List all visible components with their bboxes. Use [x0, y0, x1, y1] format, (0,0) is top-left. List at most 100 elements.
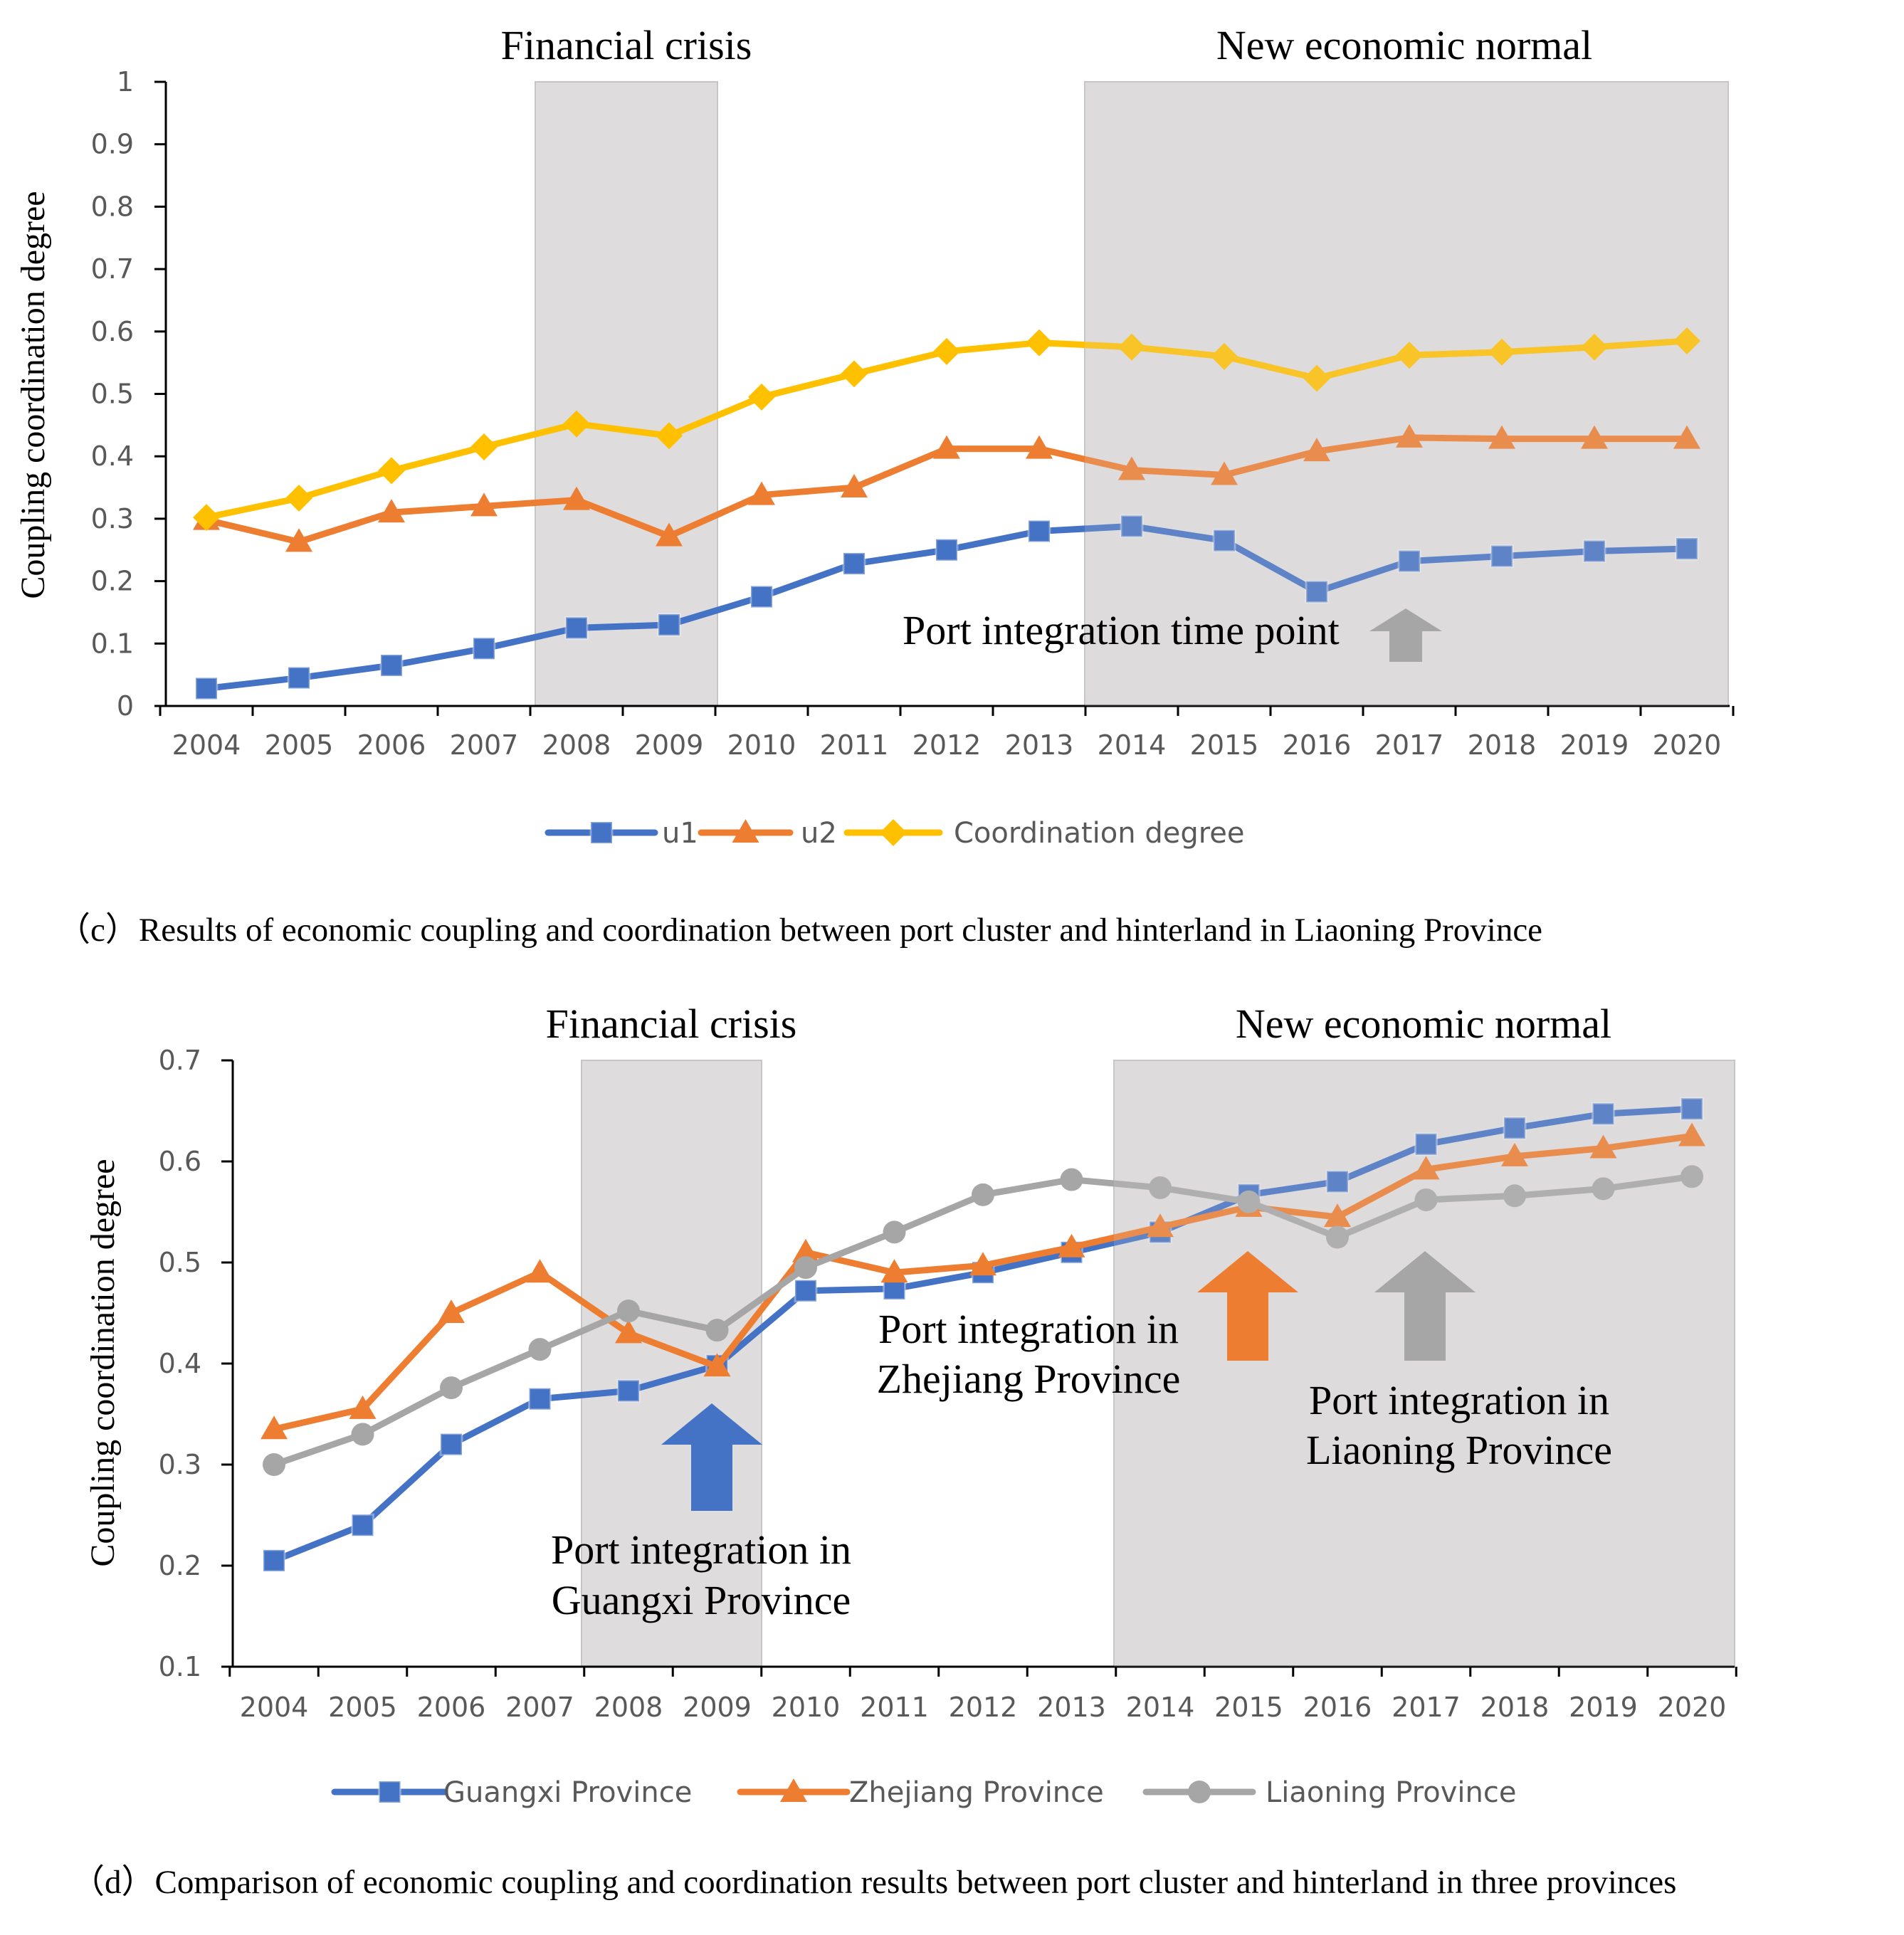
- data-point: [617, 1299, 640, 1323]
- chart-1: 0.1 0.2 0.3 0.4 0.5 0.6 0.7 2004 2005 2006 2007 200…: [71, 1001, 1737, 1901]
- data-point: [1396, 342, 1423, 369]
- integration-note: Port integration in: [1309, 1377, 1609, 1423]
- y-tick-label: 1: [117, 66, 134, 97]
- x-tick-label: 2017: [1392, 1692, 1461, 1723]
- data-point: [1149, 1176, 1172, 1199]
- data-point: [1488, 338, 1515, 366]
- data-point: [1325, 1169, 1350, 1193]
- integration-note: Liaoning Province: [1306, 1427, 1612, 1473]
- data-point: [470, 433, 498, 461]
- data-point: [1212, 529, 1236, 553]
- data-point: [1414, 1132, 1438, 1156]
- y-tick-label: 0.7: [91, 253, 134, 285]
- data-point: [1680, 1097, 1704, 1121]
- up-arrow-icon: [1369, 608, 1442, 662]
- x-tick-label: 2014: [1098, 729, 1167, 761]
- data-point: [841, 474, 868, 498]
- y-tick-label: 0.6: [159, 1146, 201, 1177]
- integration-note: Zhejiang Province: [877, 1356, 1181, 1402]
- data-point: [1488, 425, 1515, 449]
- data-point: [528, 1387, 552, 1411]
- y-tick-label: 0.3: [159, 1449, 201, 1480]
- x-tick-label: 2011: [820, 729, 889, 761]
- y-tick-label: 0.9: [91, 129, 134, 160]
- shaded-period-1: [1084, 81, 1729, 707]
- up-arrow-icon: [1197, 1251, 1298, 1361]
- data-point: [1147, 1213, 1174, 1238]
- data-point: [440, 1376, 463, 1400]
- y-tick-label: 0.5: [91, 379, 134, 410]
- y-tick-label: 0.3: [91, 503, 134, 534]
- legend-swatch-marker: [780, 1778, 807, 1802]
- legend-swatch-marker: [589, 821, 614, 845]
- data-point: [1675, 537, 1699, 561]
- data-point: [1397, 549, 1421, 574]
- legend-swatch-marker: [880, 819, 907, 846]
- chart-0: 0 0.1 0.2 0.3 0.4 0.5 0.6 0.7 0.8 0.9 1 2004 2005 200…: [14, 22, 1735, 949]
- x-tick-label: 2013: [1005, 729, 1074, 761]
- data-point: [261, 1415, 288, 1440]
- y-tick-label: 0.5: [159, 1247, 201, 1278]
- data-point: [883, 1220, 906, 1244]
- data-point: [1118, 456, 1145, 480]
- x-tick-label: 2015: [1214, 1692, 1283, 1723]
- y-tick-label: 0.1: [159, 1651, 201, 1682]
- y-tick-label: 0.2: [159, 1550, 201, 1581]
- data-point: [1058, 1233, 1085, 1258]
- x-tick-label: 2012: [949, 1692, 1018, 1723]
- data-point: [1589, 1134, 1617, 1159]
- x-tick-label: 2006: [357, 729, 426, 761]
- legend-swatch-marker: [378, 1780, 401, 1804]
- data-point: [1326, 1225, 1349, 1249]
- data-point: [564, 616, 589, 640]
- series-coordination-degree: [193, 327, 1700, 532]
- data-point: [842, 552, 866, 576]
- data-point: [656, 422, 683, 450]
- y-tick-label: 0.1: [91, 628, 134, 659]
- data-point: [616, 1378, 641, 1403]
- data-point: [841, 360, 868, 388]
- period-annotation: Financial crisis: [546, 1001, 797, 1047]
- data-point: [1324, 1203, 1351, 1228]
- data-point: [1412, 1156, 1440, 1180]
- data-point: [1026, 329, 1053, 357]
- x-tick-label: 2020: [1653, 729, 1722, 761]
- data-point: [285, 528, 312, 552]
- data-point: [1673, 425, 1700, 449]
- data-point: [1026, 435, 1053, 459]
- data-point: [285, 484, 312, 512]
- up-arrow-icon: [1374, 1251, 1476, 1361]
- legend-item: u1: [545, 817, 698, 850]
- x-tick-label: 2016: [1303, 1692, 1372, 1723]
- data-point: [933, 337, 960, 365]
- data-point: [933, 435, 960, 459]
- y-tick-label: 0.2: [91, 566, 134, 597]
- series-u1: [194, 514, 1699, 700]
- up-arrow-icon: [661, 1403, 762, 1511]
- legend-label: u1: [662, 817, 698, 850]
- data-point: [262, 1549, 286, 1573]
- integration-note: Port integration time point: [903, 607, 1340, 653]
- integration-note: Port integration in: [878, 1306, 1179, 1352]
- x-tick-label: 2014: [1126, 1692, 1195, 1723]
- shaded-period-overlay: [1114, 1060, 1735, 1667]
- data-point: [748, 481, 775, 505]
- legend-label: Liaoning Province: [1266, 1776, 1517, 1809]
- data-point: [656, 522, 683, 547]
- y-axis-label: Coupling coordination degree: [14, 191, 52, 599]
- data-point: [748, 383, 775, 411]
- data-point: [969, 1252, 996, 1276]
- y-tick-label: 0.8: [91, 191, 134, 222]
- data-point: [472, 636, 496, 660]
- data-point: [439, 1433, 463, 1457]
- period-annotation: New economic normal: [1216, 22, 1592, 68]
- figure-caption: （d）Comparison of economic coupling and c…: [71, 1864, 1676, 1901]
- data-point: [1592, 1177, 1615, 1201]
- data-point: [1490, 544, 1514, 569]
- figure-caption: （c）Results of economic coupling and coor…: [57, 912, 1542, 949]
- legend-swatch-marker: [1188, 1781, 1211, 1803]
- data-point: [1673, 327, 1700, 354]
- legend-item: u2: [698, 817, 837, 850]
- data-point: [794, 1256, 817, 1280]
- x-tick-label: 2018: [1480, 1692, 1550, 1723]
